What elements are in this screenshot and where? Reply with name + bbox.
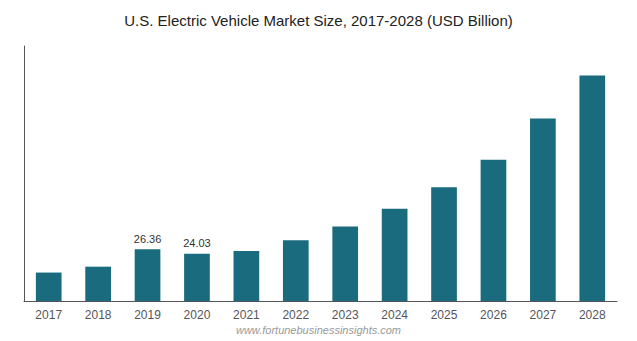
svg-text:2021: 2021 [233,308,260,322]
svg-text:2026: 2026 [480,308,507,322]
svg-text:2020: 2020 [184,308,211,322]
svg-text:2024: 2024 [381,308,408,322]
svg-text:2019: 2019 [134,308,161,322]
svg-text:2022: 2022 [282,308,309,322]
svg-text:U.S. Electric Vehicle Market S: U.S. Electric Vehicle Market Size, 2017-… [124,12,513,29]
svg-text:2018: 2018 [85,308,112,322]
svg-text:26.36: 26.36 [134,233,162,245]
svg-text:2025: 2025 [431,308,458,322]
svg-text:2028: 2028 [579,308,606,322]
svg-text:2023: 2023 [332,308,359,322]
svg-text:24.03: 24.03 [183,237,211,249]
svg-text:2017: 2017 [35,308,62,322]
svg-text:www.fortunebusinessinsights.co: www.fortunebusinessinsights.com [236,324,401,336]
svg-text:2027: 2027 [530,308,557,322]
